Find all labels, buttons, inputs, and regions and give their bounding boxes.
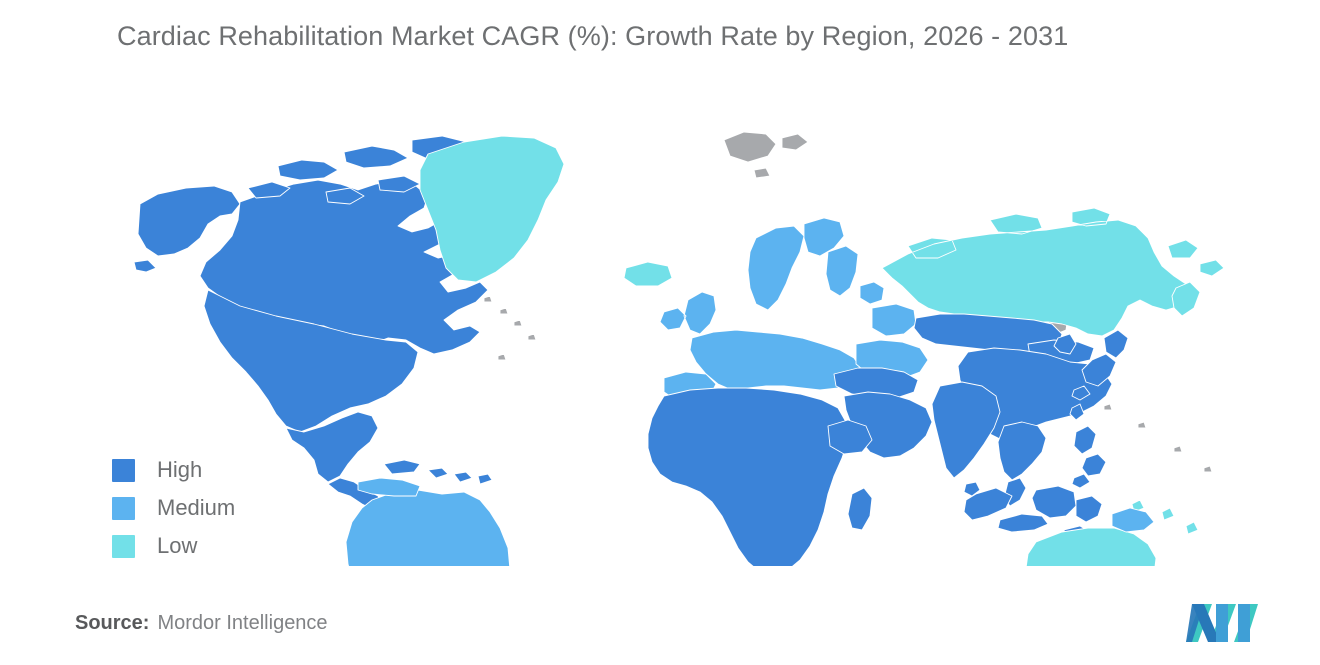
world-map-svg	[133, 131, 1225, 566]
country-japan	[1071, 329, 1129, 401]
region-western-central-europe	[689, 329, 863, 391]
country-greenland	[419, 135, 565, 283]
mordor-intelligence-logo	[1186, 598, 1258, 642]
region-russia	[881, 207, 1225, 337]
country-taiwan	[1069, 403, 1085, 421]
region-south-asia	[931, 381, 1001, 479]
region-belarus	[871, 303, 917, 337]
page-title: Cardiac Rehabilitation Market CAGR (%): …	[117, 21, 1069, 51]
legend-swatch-low	[112, 534, 135, 558]
source-value: Mordor Intelligence	[157, 612, 328, 634]
region-europe	[659, 217, 929, 403]
region-british-isles	[659, 291, 717, 335]
region-baltic-finland	[825, 245, 885, 305]
logo-mark-icon	[1186, 604, 1258, 642]
region-turkey-caucasus	[833, 367, 919, 399]
region-horn-of-africa	[827, 419, 873, 455]
region-asia-high	[833, 313, 1129, 541]
country-madagascar	[847, 487, 873, 531]
country-iceland	[623, 261, 673, 287]
legend-swatch-high	[112, 458, 135, 482]
legend-swatch-medium	[112, 496, 135, 520]
country-philippines	[1071, 425, 1107, 489]
region-southeast-asia	[997, 421, 1047, 481]
country-australia	[1025, 527, 1157, 566]
country-alaska	[133, 185, 241, 273]
continent-south-america	[345, 489, 511, 566]
legend-item-high[interactable]: High	[112, 451, 312, 489]
country-russia	[881, 207, 1225, 337]
source-attribution: Source: Mordor Intelligence	[75, 612, 328, 635]
country-kamchatka	[1171, 281, 1201, 317]
country-united-states	[203, 289, 419, 433]
legend-item-medium[interactable]: Medium	[112, 489, 312, 527]
legend-label-high: High	[157, 457, 203, 482]
legend-item-low[interactable]: Low	[112, 527, 312, 565]
country-indonesia	[963, 485, 1103, 541]
region-south-america	[345, 477, 511, 566]
legend-label-low: Low	[157, 533, 198, 558]
country-sri-lanka	[963, 481, 981, 497]
continent-africa	[647, 387, 849, 566]
country-south-korea	[1053, 333, 1077, 355]
source-label: Source:	[75, 612, 150, 634]
region-africa	[647, 387, 873, 566]
country-venezuela-colombia	[357, 477, 421, 497]
region-nordics	[747, 217, 845, 311]
region-png	[1111, 507, 1155, 533]
legend-label-medium: Medium	[157, 495, 236, 520]
region-north-atlantic-low	[419, 135, 673, 287]
region-caribbean	[383, 459, 493, 485]
world-choropleth-map	[128, 96, 1258, 566]
map-legend: High Medium Low	[112, 451, 312, 565]
territory-svalbard	[723, 131, 809, 179]
country-papua-new-guinea	[1111, 507, 1155, 533]
country-mexico	[285, 411, 379, 483]
region-north-america	[133, 135, 493, 511]
